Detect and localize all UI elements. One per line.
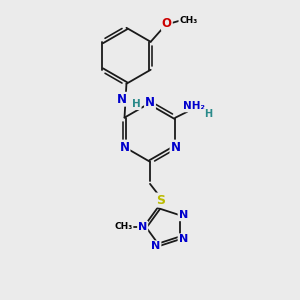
Text: N: N bbox=[178, 210, 188, 220]
Text: S: S bbox=[156, 194, 165, 207]
Text: N: N bbox=[151, 241, 160, 251]
Text: N: N bbox=[170, 141, 181, 154]
Text: H: H bbox=[204, 109, 212, 119]
Text: CH₃: CH₃ bbox=[179, 16, 197, 25]
Text: N: N bbox=[138, 222, 147, 232]
Text: O: O bbox=[162, 17, 172, 30]
Text: N: N bbox=[145, 96, 155, 110]
Text: NH₂: NH₂ bbox=[183, 101, 205, 111]
Text: CH₃: CH₃ bbox=[114, 222, 133, 231]
Text: N: N bbox=[117, 93, 127, 106]
Text: N: N bbox=[178, 234, 188, 244]
Text: N: N bbox=[119, 141, 130, 154]
Text: H: H bbox=[132, 99, 141, 109]
